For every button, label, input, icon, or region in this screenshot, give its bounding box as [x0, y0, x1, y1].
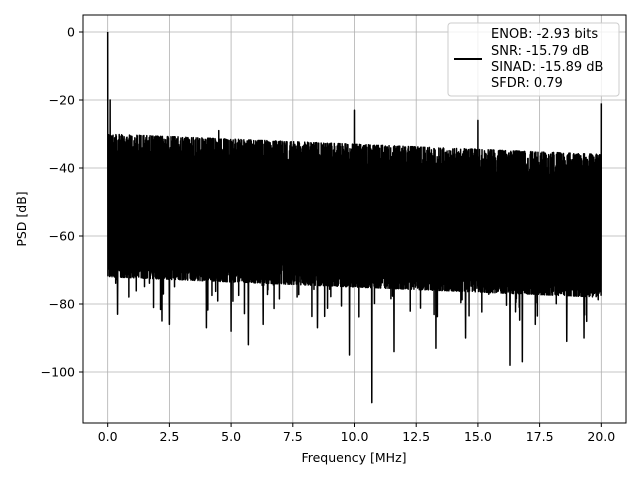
- x-tick-label: 17.5: [526, 429, 554, 444]
- legend-line-enob: ENOB: -2.93 bits: [491, 27, 598, 42]
- x-tick-label: 20.0: [587, 429, 615, 444]
- y-axis-ticks: 0 −20 −40 −60 −80 −100: [41, 25, 83, 380]
- x-tick-label: 7.5: [283, 429, 303, 444]
- x-tick-label: 12.5: [402, 429, 430, 444]
- legend-line-snr: SNR: -15.79 dB: [491, 44, 589, 59]
- x-tick-label: 0.0: [98, 429, 118, 444]
- y-tick-label: −40: [49, 161, 75, 176]
- psd-series-line: [106, 31, 603, 404]
- x-tick-label: 5.0: [221, 429, 241, 444]
- x-tick-label: 15.0: [464, 429, 492, 444]
- legend-line-sfdr: SFDR: 0.79: [491, 76, 563, 91]
- plot-area: [106, 31, 603, 404]
- y-tick-label: −20: [49, 93, 75, 108]
- y-tick-label: 0: [67, 25, 75, 40]
- x-axis-label: Frequency [MHz]: [301, 450, 406, 465]
- x-tick-label: 10.0: [341, 429, 369, 444]
- legend-line-sinad: SINAD: -15.89 dB: [491, 60, 603, 75]
- x-tick-label: 2.5: [159, 429, 179, 444]
- x-axis-ticks: 0.0 2.5 5.0 7.5 10.0 12.5 15.0 17.5 20.0: [98, 423, 615, 444]
- legend: ENOB: -2.93 bits SNR: -15.79 dB SINAD: -…: [447, 22, 620, 97]
- legend-box: [447, 22, 620, 97]
- y-tick-label: −100: [41, 365, 75, 380]
- y-tick-label: −80: [49, 297, 75, 312]
- y-tick-label: −60: [49, 229, 75, 244]
- y-axis-label: PSD [dB]: [14, 191, 29, 246]
